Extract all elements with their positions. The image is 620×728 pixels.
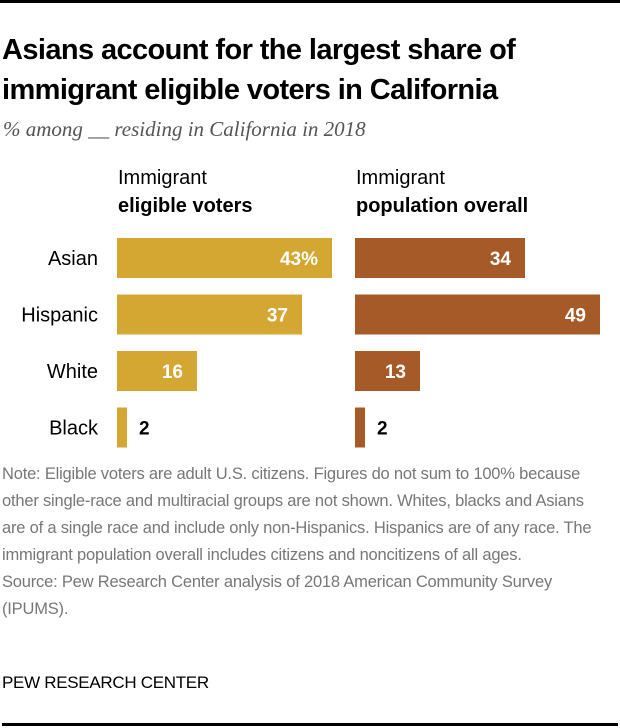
column-header-population-overall: Immigrant population overall [356, 164, 528, 220]
data-label: 43% [280, 249, 318, 270]
bar [355, 407, 365, 448]
column-header-line2: population overall [356, 195, 529, 217]
chart-title: Asians account for the largest share of … [2, 34, 516, 106]
top-rule [0, 0, 620, 3]
column-header-line1: Immigrant [118, 167, 207, 189]
data-label: 13 [385, 362, 406, 383]
column-header-eligible-voters: Immigrant eligible voters [118, 164, 253, 220]
bar [355, 294, 600, 335]
note-text: Note: Eligible voters are adult U.S. cit… [2, 465, 592, 564]
category-label: White [47, 361, 98, 383]
source-text: Source: Pew Research Center analysis of … [2, 573, 553, 618]
category-label: Hispanic [21, 305, 98, 327]
chart-subtitle: % among __ residing in California in 201… [3, 117, 366, 141]
brand-logo-text: PEW RESEARCH CENTER [2, 673, 209, 692]
data-label: 34 [490, 249, 512, 270]
bar [117, 294, 302, 335]
bar [355, 238, 525, 278]
bar [117, 407, 127, 448]
column-header-line1: Immigrant [356, 167, 445, 189]
chart-note: Note: Eligible voters are adult U.S. cit… [2, 461, 602, 623]
category-label: Black [49, 418, 99, 440]
bottom-rule [2, 723, 618, 726]
data-label: 2 [377, 419, 388, 440]
data-label: 49 [565, 306, 586, 327]
data-label: 37 [267, 306, 288, 327]
column-header-line2: eligible voters [118, 195, 253, 217]
data-label: 16 [162, 362, 183, 383]
category-label: Asian [48, 248, 98, 270]
data-label: 2 [139, 419, 150, 440]
bar [117, 238, 332, 278]
bar [117, 351, 197, 391]
bar [355, 351, 420, 391]
